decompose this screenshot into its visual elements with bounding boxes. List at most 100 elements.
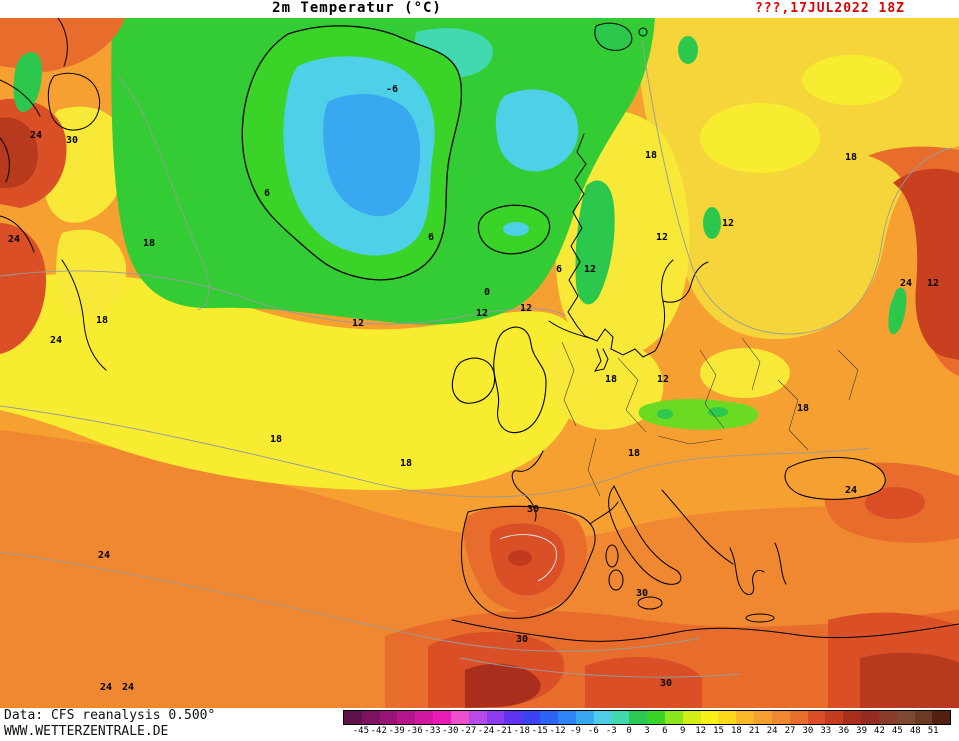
temperature-label: 12 [656,232,668,243]
fill-right-red [893,168,959,360]
fill-ne-yellow-spot [700,103,820,173]
colorbar-tick-label: 39 [856,726,867,736]
temperature-label: 18 [645,150,657,161]
colorbar-tick-label: 30 [802,726,814,736]
colorbar-segment [504,711,523,724]
denmark-coast [593,348,609,372]
colorbar-tick-label: -33 [424,726,441,736]
colorbar-tick-label: -3 [605,726,617,736]
fill-morocco-core [465,663,541,708]
isotherm-line [117,75,210,311]
website-label: WWW.WETTERZENTRALE.DE [4,724,169,740]
temperature-label: 30 [516,634,528,645]
colorbar-tick-label: -18 [513,726,530,736]
temperature-label: 12 [584,264,596,275]
africa-coast [451,619,959,642]
credits-block: Data: CFS reanalysis 0.500° WWW.WETTERZE… [4,708,215,741]
canada-coast [0,137,10,183]
colorbar-tick-label: 27 [784,726,796,736]
fill-libya-core [860,652,959,708]
border-line [741,337,761,391]
colorbar-tick-label: -45 [352,726,370,736]
temperature-label: 24 [50,335,62,346]
fill-europe-yellow [548,340,664,430]
colorbar-segment [825,711,844,724]
isotherm-line-light [499,534,557,582]
aegean-coast [774,542,787,585]
map-fills-layer [0,18,959,708]
fill-ne-yellow-spot [802,55,902,105]
black-sea [784,456,886,500]
colorbar-segment [433,711,451,724]
colorbar-tick-label: -21 [495,726,513,736]
colorbar-segment [736,711,755,724]
fill-sea-cyan [495,89,579,172]
colorbar-tick-label: 15 [713,726,724,736]
colorbar-tick-label: -6 [587,726,599,736]
colorbar-tick-row: -45 -42 -39 -36 -33 -30 -27 -24 -21 -18 -15 -12 -9 -6… [343,726,951,738]
temperature-label: 24 [845,485,857,496]
isotherm-line [0,270,567,325]
map-labels-layer: 24 30 24 18 18 24 6 -6 6 0 12 12 12 6 12 18 12 12 18 24 12 18… [8,84,939,693]
colorbar-tick-label: 48 [909,726,921,736]
colorbar-segment [718,711,737,724]
colorbar-segment [789,711,808,724]
map-title: 2m Temperatur (°C) [272,0,442,16]
colorbar-tick-label: -9 [570,726,581,736]
colorbar-tick-label: -15 [531,726,548,736]
colorbar-segment [611,711,630,724]
temperature-label: 24 [100,682,112,693]
colorbar-tick-label: 3 [644,726,650,736]
temperature-label: 24 [8,234,20,245]
temperature-label: 12 [520,303,532,314]
northsea-coast [548,320,594,340]
colorbar-segment [593,711,612,724]
fill-alps-core [657,409,673,419]
isotherm-line [0,551,701,652]
border-line [617,357,647,433]
fill-atlantic-yellow [0,274,584,491]
colorbar-tick-label: 6 [662,726,668,736]
fill-algeria-red [585,656,702,708]
isotherm-line [641,39,953,335]
colorbar-segment [914,711,933,724]
colorbar-segment [415,711,434,724]
temperature-label: 18 [400,458,412,469]
fill-left-green-sliver [13,52,42,113]
fill-left-red [0,223,46,354]
temperature-label: 12 [722,218,734,229]
border-line [777,379,809,451]
temperature-label: 30 [66,135,78,146]
temperature-label: 12 [476,308,488,319]
temperature-label: 18 [270,434,282,445]
colorbar: -45 -42 -39 -36 -33 -30 -27 -24 -21 -18 -15 -12 -9 -6… [343,710,951,738]
greenland-blue-core [323,93,421,217]
colorbar-segment [575,711,594,724]
colorbar-tick-label: 18 [730,726,742,736]
colorbar-tick-label: -27 [460,726,477,736]
colorbar-tick-label: 36 [838,726,850,736]
iceland-cyan-core [503,222,529,236]
colorbar-gradient [343,710,951,725]
temperature-label: 0 [484,287,490,298]
border-line [699,349,725,429]
fill-scandes-green [575,180,615,305]
ireland-landmass [451,357,496,404]
colorbar-segment [629,711,648,724]
country-borders-layer [561,337,859,497]
adriatic-coast [661,489,734,565]
temperature-map: 24 30 24 18 18 24 6 -6 6 0 12 12 12 6 12 18 12 12 18 24 12 18… [0,18,959,708]
map-datetime: ???,17JUL2022 18Z [754,1,905,16]
svalbard-islet [638,27,648,37]
colorbar-tick-label: 51 [927,726,939,736]
colorbar-segment [397,711,416,724]
colorbar-segment [647,711,665,724]
colorbar-tick-label: -39 [388,726,405,736]
colorbar-segment [361,711,380,724]
svalbard-landmass [594,22,633,51]
colorbar-tick-label: 9 [680,726,686,736]
temperature-label: 12 [352,318,364,329]
colorbar-tick-label: 33 [820,726,832,736]
scandinavia-coast [567,133,674,358]
